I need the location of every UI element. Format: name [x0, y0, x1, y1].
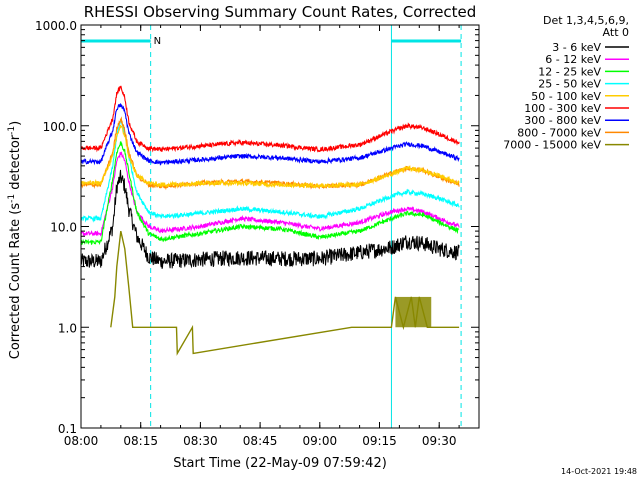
legend-label: 300 - 800 keV: [524, 114, 601, 127]
y-label-end: ): [8, 121, 23, 126]
y-axis: 1000.0 100.0 10.0 1.0 0.1: [35, 19, 479, 436]
chart-title: RHESSI Observing Summary Count Rates, Co…: [84, 3, 477, 21]
legend-item: 3 - 6 keV: [552, 41, 629, 54]
legend-label: 100 - 300 keV: [524, 102, 601, 115]
y-tick-label: 1000.0: [35, 19, 77, 33]
legend-item: 300 - 800 keV: [524, 114, 629, 127]
series-3-6-kev: [80, 169, 460, 269]
legend-label: 25 - 50 keV: [538, 78, 601, 91]
series-100-300-kev: [80, 85, 460, 153]
series-group: [80, 85, 460, 356]
legend-item: 25 - 50 keV: [538, 78, 629, 91]
series-line: [80, 119, 460, 223]
series-line: [80, 124, 460, 190]
legend-label: 50 - 100 keV: [531, 90, 601, 103]
y-label-main: Corrected Count Rate (s: [8, 203, 23, 360]
legend-label: 3 - 6 keV: [552, 41, 601, 54]
y-label-sup2: -1: [7, 126, 17, 135]
series-line: [80, 103, 460, 166]
legend-label: 12 - 25 keV: [538, 65, 601, 78]
legend-item: 100 - 300 keV: [524, 102, 629, 115]
legend-item: 50 - 100 keV: [531, 90, 629, 103]
series-12-25-kev: [80, 141, 460, 246]
legend-title-line1: Det 1,3,4,5,6,9,: [543, 14, 629, 27]
series-line: [110, 230, 460, 356]
legend-label: 6 - 12 keV: [545, 53, 601, 66]
y-label-sup1: -1: [7, 194, 17, 203]
x-axis-label: Start Time (22-May-09 07:59:42): [173, 456, 387, 471]
y-tick-label: 0.1: [58, 422, 77, 436]
legend-item: 12 - 25 keV: [538, 65, 629, 78]
legend-item: 7000 - 15000 keV: [503, 139, 629, 152]
legend-title-line2: Att 0: [603, 26, 629, 39]
night-label: N: [154, 36, 161, 47]
series-line: [80, 151, 460, 237]
series-300-800-kev: [80, 103, 460, 166]
series-6-12-kev: [80, 151, 460, 237]
series-7000-15000-kev: [110, 230, 460, 356]
legend-item: 6 - 12 keV: [545, 53, 629, 66]
legend-item: 800 - 7000 keV: [517, 126, 629, 139]
legend-label: 7000 - 15000 keV: [503, 139, 601, 152]
x-tick-label: 08:30: [183, 434, 218, 448]
series-line: [80, 85, 460, 153]
legend-label: 800 - 7000 keV: [517, 126, 601, 139]
x-axis: 08:00 08:15 08:30 08:45 09:00 09:15 09:30: [64, 25, 480, 448]
x-tick-label: 08:45: [243, 434, 278, 448]
x-tick-label: 08:00: [64, 434, 99, 448]
y-axis-label: Corrected Count Rate (s-1 detector-1): [7, 121, 23, 359]
y-tick-label: 100.0: [43, 120, 77, 134]
series-25-50-kev: [80, 119, 460, 223]
series-50-100-kev: [80, 124, 460, 190]
series-block: [395, 296, 432, 328]
series-line: [80, 169, 460, 269]
y-tick-label: 1.0: [58, 321, 77, 335]
x-tick-label: 09:00: [303, 434, 338, 448]
y-tick-label: 10.0: [50, 221, 77, 235]
timestamp: 14-Oct-2021 19:48: [561, 467, 637, 476]
y-label-mid: detector: [8, 134, 23, 194]
x-tick-label: 08:15: [123, 434, 158, 448]
x-tick-label: 09:15: [362, 434, 397, 448]
x-tick-label: 09:30: [422, 434, 457, 448]
series-line: [80, 141, 460, 246]
